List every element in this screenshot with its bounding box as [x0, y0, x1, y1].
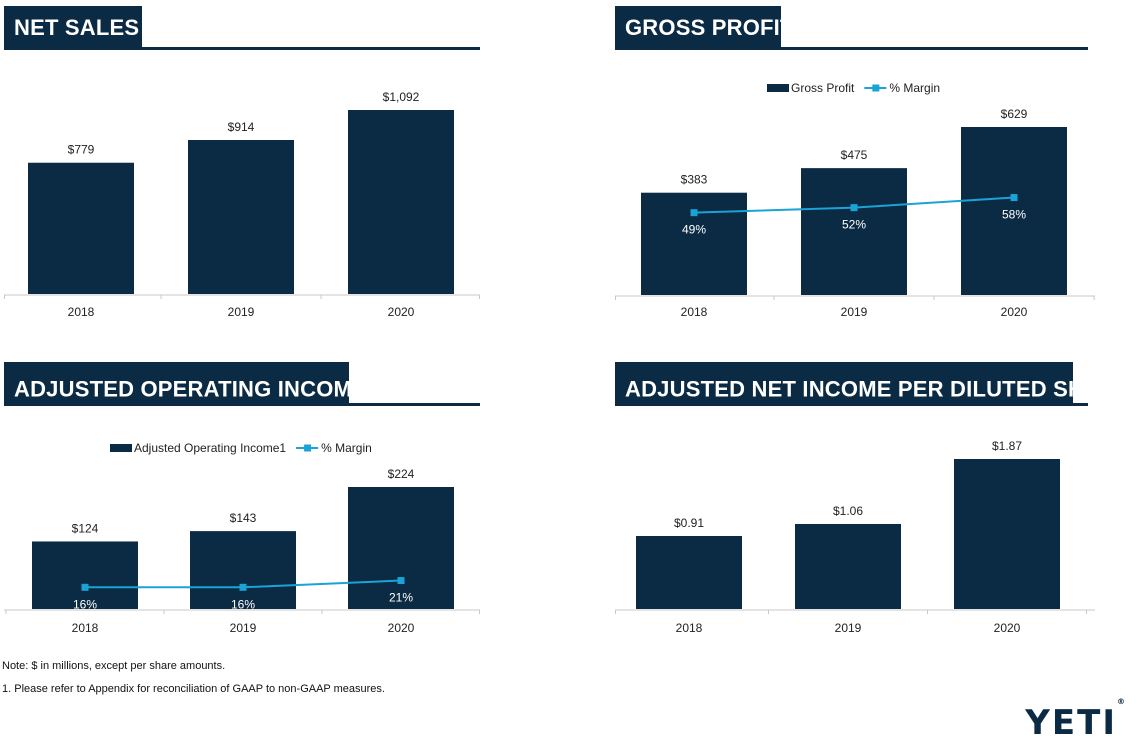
- net-sales-title: NET SALES: [4, 6, 142, 50]
- bar-2018: [32, 541, 138, 609]
- bar-value-label: $629: [1001, 107, 1028, 121]
- bar-value-label: $475: [841, 148, 868, 162]
- x-tick-label: 2020: [388, 305, 415, 319]
- bar-value-label: $914: [228, 120, 255, 134]
- legend-line-marker: [304, 444, 312, 452]
- adj-operating-income-title-sup: 1: [366, 375, 374, 389]
- yeti-logo-trademark: ®: [1117, 696, 1125, 706]
- bar-value-label: $1.06: [833, 504, 863, 518]
- bar-value-label: $383: [681, 173, 708, 187]
- bar-2019: [188, 139, 294, 294]
- footnote-units: Note: $ in millions, except per share am…: [2, 660, 226, 672]
- yeti-logo: YETI®: [1025, 697, 1125, 743]
- net-sales-chart: $779 2018 $914 2019 $1,092 2020: [4, 90, 480, 319]
- margin-point: [397, 577, 405, 585]
- adj-operating-income-title: ADJUSTED OPERATING INCOME1: [4, 362, 374, 406]
- x-tick-label: 2018: [68, 305, 95, 319]
- bar-value-label: $779: [68, 143, 95, 157]
- margin-label: 21%: [389, 591, 413, 605]
- bar-2018: [28, 162, 134, 294]
- margin-point: [81, 583, 89, 591]
- margin-point: [690, 209, 698, 217]
- x-tick-label: 2019: [228, 305, 255, 319]
- bar-2019: [190, 531, 296, 609]
- legend-line-label: % Margin: [889, 81, 940, 95]
- bar-value-label: $1,092: [383, 90, 420, 104]
- bar-2020: [348, 487, 454, 609]
- bar-value-label: $143: [230, 511, 257, 525]
- bar-2019: [795, 523, 901, 609]
- adj-operating-income-panel: ADJUSTED OPERATING INCOME1 $124 2018 $143 2…: [4, 362, 480, 642]
- gross-profit-title-text: GROSS PROFIT: [625, 15, 794, 40]
- legend-bar-swatch: [767, 84, 789, 92]
- gross-profit-title: GROSS PROFIT: [615, 6, 793, 50]
- adj-net-income-title-text: ADJUSTED NET INCOME PER DILUTED SHARE: [625, 376, 1132, 402]
- adj-net-income-chart: $0.91 2018 $1.06 2019 $1.87 2020: [615, 439, 1095, 635]
- adj-operating-income-chart: $124 2018 $143 2019 $224 2020 16% 16% 21% Adjuste…: [4, 441, 480, 635]
- x-tick-label: 2018: [72, 621, 99, 635]
- net-sales-title-text: NET SALES: [14, 15, 140, 40]
- legend-line-label: % Margin: [321, 441, 372, 455]
- gross-profit-title-rule: [781, 47, 1088, 50]
- bar-2020: [348, 110, 454, 294]
- margin-point: [1010, 194, 1018, 202]
- gross-profit-panel: GROSS PROFIT $383 2018 $475 2019 $629 2020 49%…: [615, 6, 1095, 326]
- legend-bar-label: Gross Profit: [791, 81, 855, 95]
- net-sales-title-rule: [142, 47, 480, 50]
- bar-2020: [961, 127, 1067, 295]
- x-tick-label: 2018: [676, 621, 703, 635]
- margin-point: [850, 204, 858, 212]
- x-tick-label: 2020: [388, 621, 415, 635]
- adj-operating-income-title-rule: [349, 403, 480, 406]
- margin-label: 52%: [842, 218, 866, 232]
- margin-point: [239, 583, 247, 591]
- bar-2019: [801, 168, 907, 295]
- bar-value-label: $0.91: [674, 516, 704, 530]
- adj-net-income-title: ADJUSTED NET INCOME PER DILUTED SHARE1: [615, 362, 1137, 406]
- gross-profit-chart: $383 2018 $475 2019 $629 2020 49% 52% 58% Gross P…: [615, 81, 1095, 319]
- adj-operating-income-title-text: ADJUSTED OPERATING INCOME: [14, 376, 367, 402]
- x-tick-label: 2019: [230, 621, 257, 635]
- adj-net-income-title-sup: 1: [1131, 375, 1137, 389]
- adj-net-income-title-rule: [1073, 403, 1088, 406]
- legend-bar-swatch: [110, 444, 132, 452]
- x-tick-label: 2020: [994, 621, 1021, 635]
- bar-2018: [636, 536, 742, 609]
- legend-bar-label: Adjusted Operating Income1: [134, 441, 286, 455]
- x-tick-label: 2020: [1001, 305, 1028, 319]
- bar-2020: [954, 459, 1060, 609]
- x-tick-label: 2019: [835, 621, 862, 635]
- yeti-logo-text: YETI: [1025, 703, 1117, 743]
- adj-net-income-panel: ADJUSTED NET INCOME PER DILUTED SHARE1 $…: [615, 362, 1137, 642]
- margin-label: 16%: [73, 597, 97, 611]
- x-tick-label: 2018: [681, 305, 708, 319]
- margin-label: 49%: [682, 223, 706, 237]
- margin-label: 16%: [231, 597, 255, 611]
- bar-2018: [641, 192, 747, 295]
- net-sales-panel: NET SALES $779 2018 $914 2019 $1,092 2020: [4, 6, 480, 326]
- margin-label: 58%: [1002, 208, 1026, 222]
- bar-value-label: $124: [72, 521, 99, 535]
- bar-value-label: $224: [388, 467, 415, 481]
- bar-value-label: $1.87: [992, 439, 1022, 453]
- legend-line-marker: [872, 84, 880, 92]
- footnote-reconciliation: 1. Please refer to Appendix for reconcil…: [2, 683, 385, 695]
- x-tick-label: 2019: [841, 305, 868, 319]
